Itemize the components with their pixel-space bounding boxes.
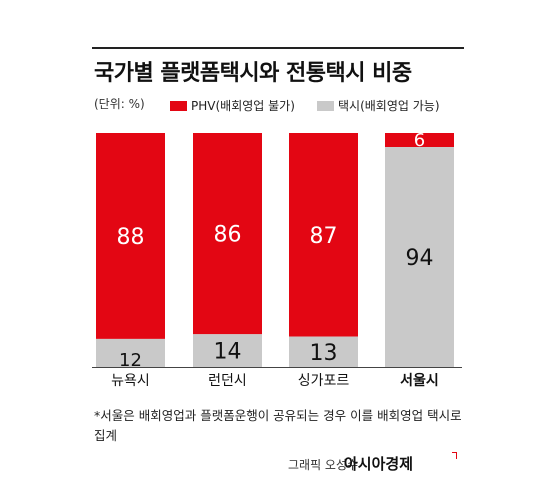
credit-text: 그래픽 오성수 [288, 458, 359, 472]
data-label-phv-3: 6 [414, 130, 425, 151]
unit-label: (단위: %) [94, 97, 145, 111]
bar-taxi-1 [193, 334, 262, 367]
data-label-taxi-3: 94 [406, 246, 434, 271]
bar-phv-3 [385, 133, 454, 148]
data-label-phv-2: 87 [310, 224, 338, 249]
data-label-taxi-2: 13 [310, 341, 338, 366]
category-label-2: 싱가포르 [298, 373, 350, 389]
chart-title: 국가별 플랫폼택시와 전통택시 비중 [94, 61, 412, 86]
legend-item-phv: PHV(배회영업 불가) [170, 97, 295, 114]
stacked-bar-chart: 88 12 뉴욕시 86 14 런던시 87 13 싱가포르 6 94 서울시 [92, 130, 462, 389]
data-label-taxi-0: 12 [119, 350, 142, 371]
legend-label-phv: PHV(배회영업 불가) [191, 99, 295, 113]
bar-taxi-2 [289, 336, 358, 367]
data-label-phv-1: 86 [214, 223, 242, 248]
bar-taxi-3 [385, 147, 454, 367]
category-label-0: 뉴욕시 [111, 373, 150, 389]
legend-swatch-phv [170, 100, 187, 111]
category-label-3: 서울시 [400, 372, 439, 389]
brand-logo: 아시아경제 [344, 455, 414, 473]
brand-mark-icon [452, 452, 457, 459]
data-label-phv-0: 88 [117, 225, 145, 250]
data-label-taxi-1: 14 [214, 340, 242, 365]
legend-swatch-taxi [317, 100, 334, 111]
category-label-1: 런던시 [208, 373, 247, 389]
bar-phv-0 [96, 133, 165, 339]
legend-label-taxi: 택시(배회영업 가능) [338, 99, 440, 113]
top-rule [92, 47, 464, 49]
footnote: *서울은 배회영업과 플랫폼운행이 공유되는 경우 이를 배회영업 택시로 집계 [94, 408, 462, 443]
bar-phv-2 [289, 133, 358, 337]
legend-item-taxi: 택시(배회영업 가능) [317, 97, 440, 114]
bar-phv-1 [193, 133, 262, 335]
bar-taxi-0 [96, 338, 165, 367]
